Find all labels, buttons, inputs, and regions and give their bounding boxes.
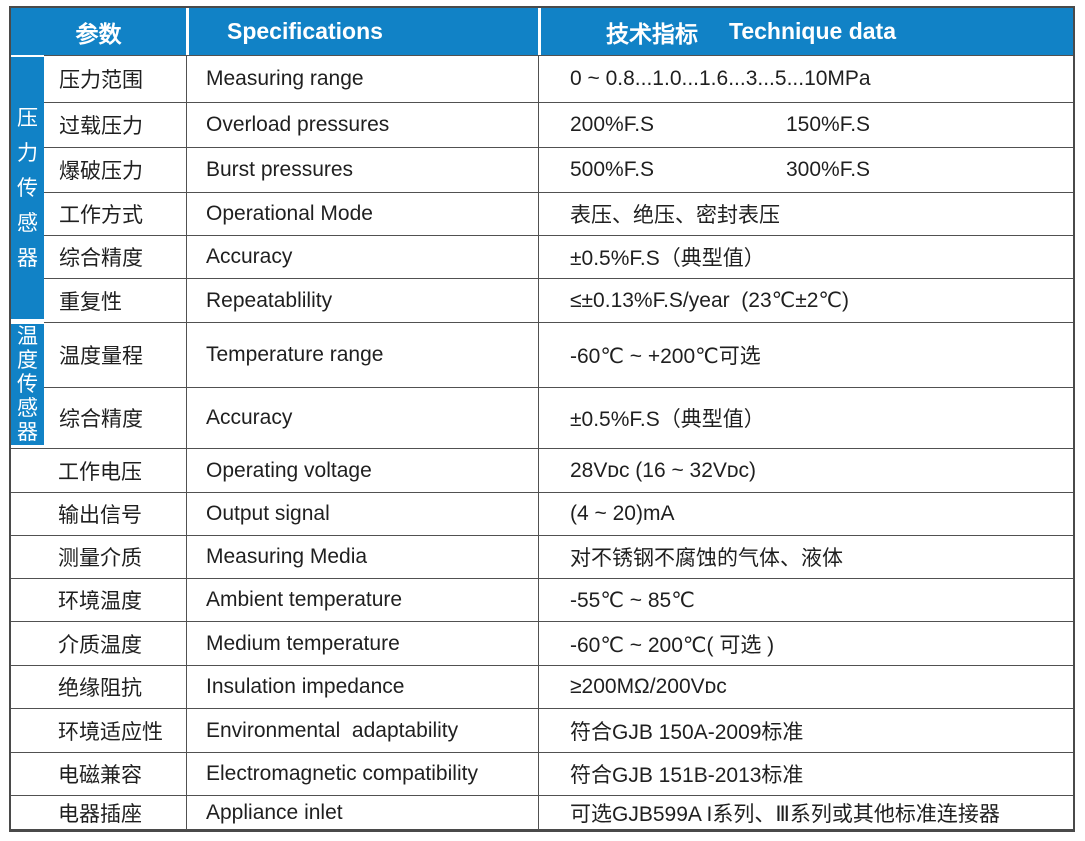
header-specifications: Specifications xyxy=(186,8,538,55)
value-cell: 符合GJB 150A-2009标准 xyxy=(538,708,1073,752)
value-part-2: 300%F.S xyxy=(786,158,871,181)
spec-cell: Environmental adaptability xyxy=(186,708,538,752)
spec-cell: Measuring Media xyxy=(186,535,538,578)
value-cell: ≥200MΩ/200Vᴅᴄ xyxy=(538,665,1073,708)
spec-cell: Ambient temperature xyxy=(186,578,538,621)
value-cell: -60℃ ~ 200℃( 可选 ) xyxy=(538,621,1073,665)
value-part-1: 500%F.S xyxy=(570,158,655,181)
spec-cell: Output signal xyxy=(186,492,538,535)
header-param: 参数 xyxy=(11,8,186,55)
param-cell: 环境温度 xyxy=(11,578,186,621)
value-part-1: 200%F.S xyxy=(570,113,655,136)
spec-cell: Operational Mode xyxy=(186,192,538,235)
value-cell: ≤±0.13%F.S/year (23℃±2℃) xyxy=(538,278,1073,322)
group-band-label: 温度传感器 xyxy=(17,324,38,444)
param-cell: 重复性 xyxy=(44,278,186,322)
value-cell: -60℃ ~ +200℃可选 xyxy=(538,322,1073,387)
header-technique-data: 技术指标 Technique data xyxy=(538,8,1073,55)
spec-table: 参数 Specifications 技术指标 Technique data 压力… xyxy=(9,6,1075,832)
spec-cell: Overload pressures xyxy=(186,102,538,147)
value-cell: ±0.5%F.S（典型值） xyxy=(538,235,1073,278)
value-cell: 可选GJB599A I系列、Ⅲ系列或其他标准连接器 xyxy=(538,795,1073,830)
param-cell: 温度量程 xyxy=(44,322,186,387)
group-band-1: 压力传感器 xyxy=(11,57,44,319)
value-cell: (4 ~ 20)mA xyxy=(538,492,1073,535)
header-tech-cn: 技术指标 xyxy=(606,20,698,47)
param-cell: 介质温度 xyxy=(11,621,186,665)
spec-cell: Accuracy xyxy=(186,235,538,278)
param-cell: 电磁兼容 xyxy=(11,752,186,795)
header-tech-en: Technique data xyxy=(729,18,896,44)
value-cell: 符合GJB 151B-2013标准 xyxy=(538,752,1073,795)
group-band-label: 压力传感器 xyxy=(17,106,38,270)
param-cell: 测量介质 xyxy=(11,535,186,578)
param-cell: 综合精度 xyxy=(44,387,186,448)
param-cell: 爆破压力 xyxy=(44,147,186,192)
value-cell: 200%F.S 150%F.S xyxy=(538,102,1073,147)
param-cell: 工作电压 xyxy=(11,448,186,492)
value-cell: 对不锈钢不腐蚀的气体、液体 xyxy=(538,535,1073,578)
spec-cell: Operating voltage xyxy=(186,448,538,492)
spec-cell: Repeatablility xyxy=(186,278,538,322)
param-cell: 环境适应性 xyxy=(11,708,186,752)
param-cell: 工作方式 xyxy=(44,192,186,235)
value-cell: 28Vᴅᴄ (16 ~ 32Vᴅᴄ) xyxy=(538,448,1073,492)
value-cell: 0 ~ 0.8...1.0...1.6...3...5...10MPa xyxy=(538,55,1073,102)
spec-cell: Accuracy xyxy=(186,387,538,448)
value-cell: 500%F.S 300%F.S xyxy=(538,147,1073,192)
param-cell: 绝缘阻抗 xyxy=(11,665,186,708)
group-band-2: 温度传感器 xyxy=(11,324,44,445)
spec-cell: Insulation impedance xyxy=(186,665,538,708)
param-cell: 电器插座 xyxy=(11,795,186,830)
spec-cell: Measuring range xyxy=(186,55,538,102)
value-cell: 表压、绝压、密封表压 xyxy=(538,192,1073,235)
param-cell: 综合精度 xyxy=(44,235,186,278)
spec-cell: Appliance inlet xyxy=(186,795,538,830)
spec-cell: Medium temperature xyxy=(186,621,538,665)
param-cell: 压力范围 xyxy=(44,55,186,102)
value-cell: -55℃ ~ 85℃ xyxy=(538,578,1073,621)
value-part-2: 150%F.S xyxy=(786,113,871,136)
param-cell: 过载压力 xyxy=(44,102,186,147)
spec-cell: Electromagnetic compatibility xyxy=(186,752,538,795)
spec-cell: Temperature range xyxy=(186,322,538,387)
value-cell: ±0.5%F.S（典型值） xyxy=(538,387,1073,448)
param-cell: 输出信号 xyxy=(11,492,186,535)
spec-cell: Burst pressures xyxy=(186,147,538,192)
